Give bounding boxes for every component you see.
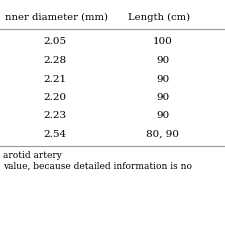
Text: Length (cm): Length (cm) [128, 12, 190, 22]
Text: 80, 90: 80, 90 [146, 130, 180, 139]
Text: 90: 90 [156, 56, 170, 65]
Text: 2.54: 2.54 [43, 130, 67, 139]
Text: 2.23: 2.23 [43, 112, 67, 121]
Text: 100: 100 [153, 38, 173, 47]
Text: 2.21: 2.21 [43, 74, 67, 83]
Text: 2.05: 2.05 [43, 38, 67, 47]
Text: value, because detailed information is no: value, because detailed information is n… [3, 161, 192, 170]
Text: 90: 90 [156, 74, 170, 83]
Text: nner diameter (mm): nner diameter (mm) [5, 13, 108, 22]
Text: 2.20: 2.20 [43, 93, 67, 102]
Text: 2.28: 2.28 [43, 56, 67, 65]
Text: arotid artery: arotid artery [3, 151, 62, 160]
Text: 90: 90 [156, 112, 170, 121]
Text: 90: 90 [156, 93, 170, 102]
